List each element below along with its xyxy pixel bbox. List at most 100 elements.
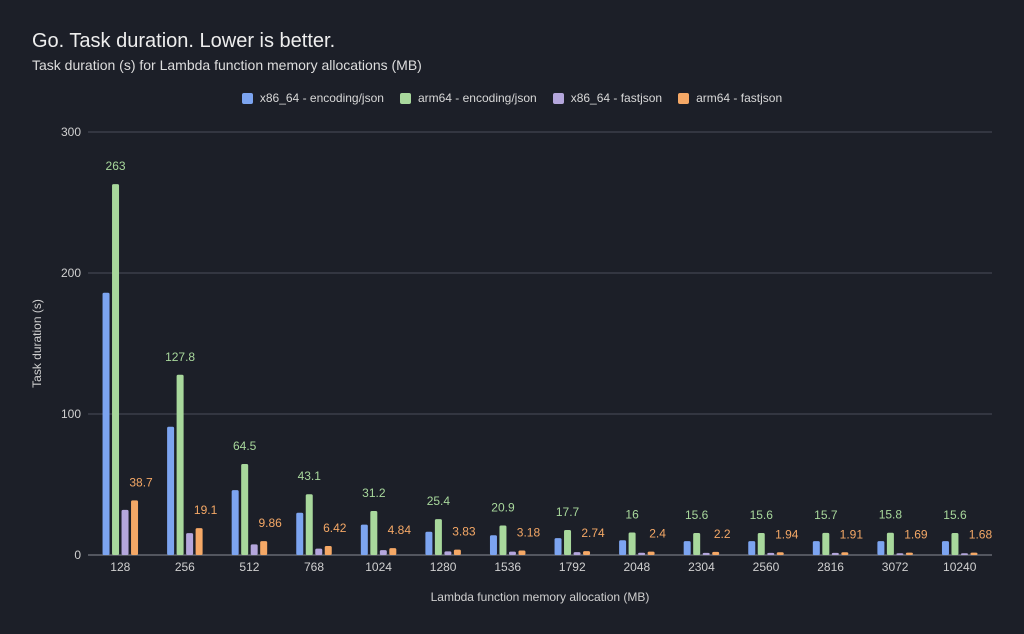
x-tick-label: 768	[304, 560, 324, 574]
data-label: 16	[625, 507, 639, 521]
bar	[841, 552, 849, 555]
x-tick-label: 1792	[559, 560, 586, 574]
x-tick-label: 512	[239, 560, 259, 574]
bar	[112, 184, 120, 556]
bar	[812, 541, 820, 555]
data-label: 15.6	[750, 508, 774, 522]
data-label: 15.6	[943, 508, 967, 522]
data-label: 1.94	[775, 527, 799, 541]
data-label: 19.1	[194, 503, 218, 517]
x-tick-label: 2816	[817, 560, 844, 574]
bar	[583, 551, 591, 555]
bar	[693, 533, 701, 555]
bar	[305, 494, 313, 555]
bar	[167, 426, 175, 555]
bar	[296, 512, 304, 555]
bar	[250, 544, 258, 555]
x-tick-label: 10240	[943, 560, 977, 574]
x-tick-label: 2048	[624, 560, 651, 574]
bar	[941, 541, 949, 555]
x-tick-label: 2560	[753, 560, 780, 574]
bar	[370, 511, 378, 555]
data-label: 1.69	[904, 528, 928, 542]
data-label: 2.2	[714, 527, 731, 541]
data-label: 64.5	[233, 439, 257, 453]
data-label: 15.8	[879, 508, 903, 522]
data-label: 20.9	[491, 501, 515, 515]
bar	[702, 552, 710, 555]
data-label: 3.83	[452, 525, 476, 539]
bar	[195, 528, 203, 555]
bar	[683, 541, 691, 555]
bar	[499, 525, 507, 555]
bar	[951, 533, 959, 555]
y-tick-label: 100	[61, 407, 81, 421]
bar	[573, 552, 581, 555]
bar	[176, 374, 184, 555]
bar	[638, 552, 646, 555]
bar	[554, 538, 562, 555]
x-tick-label: 1280	[430, 560, 457, 574]
bar	[518, 550, 526, 555]
data-label: 263	[106, 159, 126, 173]
chart-subtitle: Task duration (s) for Lambda function me…	[32, 57, 422, 73]
legend-swatch	[241, 92, 253, 104]
x-tick-label: 128	[110, 560, 130, 574]
bar	[619, 540, 627, 555]
bar	[757, 533, 765, 555]
legend-label: arm64 - encoding/json	[417, 91, 537, 105]
bar	[102, 292, 110, 555]
bar	[822, 532, 830, 555]
bar	[315, 548, 323, 555]
legend-swatch	[399, 92, 411, 104]
bar	[831, 552, 839, 555]
x-tick-label: 256	[175, 560, 195, 574]
x-tick-label: 2304	[688, 560, 715, 574]
legend-item[interactable]: x86_64 - fastjson	[552, 91, 662, 105]
data-label: 127.8	[165, 350, 195, 364]
x-tick-label: 1024	[365, 560, 392, 574]
data-label: 17.7	[556, 505, 580, 519]
data-label: 15.6	[685, 508, 709, 522]
bar	[776, 552, 784, 555]
chart-legend: x86_64 - encoding/json arm64 - encoding/j…	[0, 91, 1024, 105]
bar	[712, 551, 720, 555]
y-tick-label: 0	[74, 548, 81, 562]
bar	[767, 552, 775, 555]
data-label: 43.1	[298, 469, 322, 483]
bar	[131, 500, 139, 555]
chart-title: Go. Task duration. Lower is better.	[32, 30, 336, 52]
data-label: 6.42	[323, 521, 347, 535]
y-tick-label: 300	[61, 125, 81, 139]
bar	[425, 531, 433, 555]
bar	[647, 551, 655, 555]
legend-swatch	[552, 92, 564, 104]
bar	[489, 535, 497, 555]
bar	[748, 541, 756, 555]
bar	[260, 541, 268, 555]
bar	[628, 532, 636, 555]
data-label: 2.74	[581, 526, 605, 540]
data-label: 1.91	[840, 527, 864, 541]
bar	[121, 509, 129, 555]
bar	[564, 530, 572, 555]
legend-item[interactable]: arm64 - encoding/json	[399, 91, 537, 105]
legend-label: x86_64 - encoding/json	[259, 91, 384, 105]
bar	[453, 549, 461, 555]
bar	[360, 524, 368, 555]
x-axis-label: Lambda function memory allocation (MB)	[431, 590, 650, 604]
y-axis-label: Task duration (s)	[30, 299, 44, 388]
legend-item[interactable]: arm64 - fastjson	[678, 91, 782, 105]
data-label: 15.7	[814, 508, 838, 522]
bar	[905, 552, 913, 555]
bar	[186, 533, 194, 555]
data-label: 3.18	[517, 526, 541, 540]
bar	[886, 532, 894, 555]
legend-swatch	[678, 92, 690, 104]
data-label: 31.2	[362, 486, 386, 500]
legend-item[interactable]: x86_64 - encoding/json	[241, 91, 384, 105]
data-label: 4.84	[388, 523, 412, 537]
bar	[896, 553, 904, 555]
x-tick-label: 1536	[494, 560, 521, 574]
